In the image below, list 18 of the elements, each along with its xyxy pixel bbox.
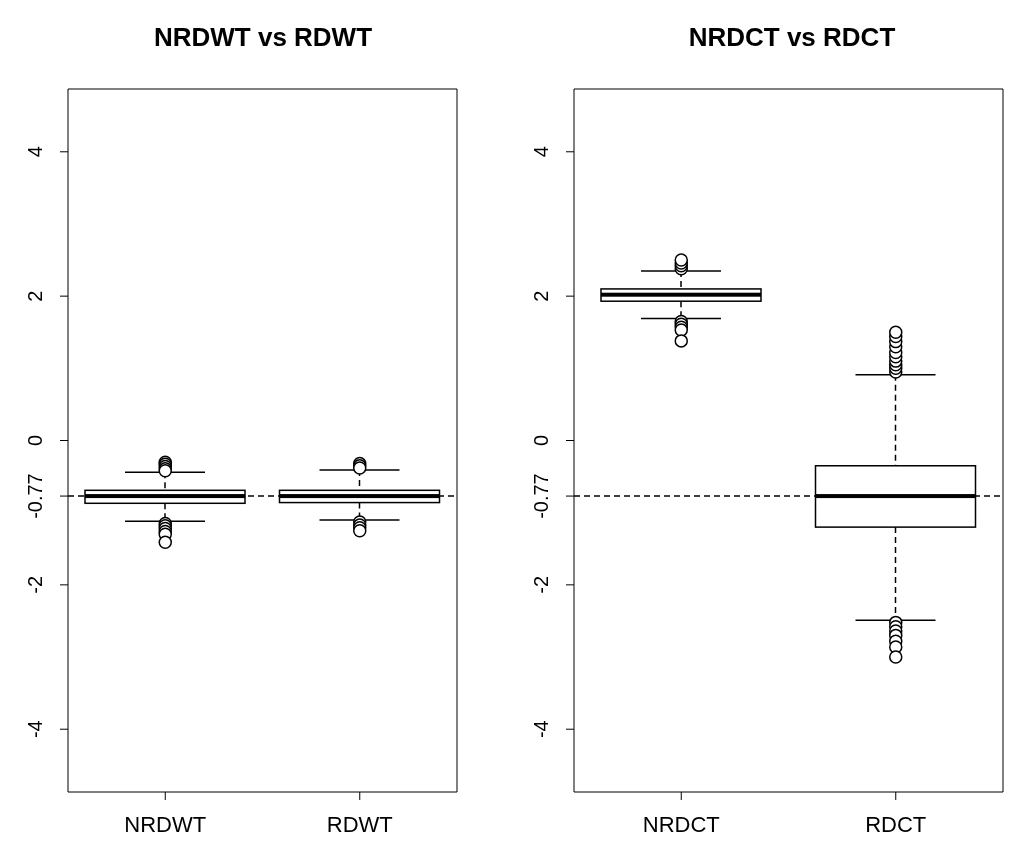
y-tick-label: -4 <box>530 720 552 739</box>
y-tick-label: -0.77 <box>530 473 552 519</box>
y-tick-label: -2 <box>24 575 46 594</box>
x-tick-label: RDWT <box>326 811 393 837</box>
chart-title: NRDCT vs RDCT <box>687 22 897 53</box>
x-tick-label: NRDCT <box>642 811 720 837</box>
y-tick-label: 2 <box>24 290 46 302</box>
y-tick-label: -2 <box>530 575 552 594</box>
y-tick-label: 0 <box>24 434 46 447</box>
y-tick-label: 2 <box>530 290 552 302</box>
y-tick-label: 0 <box>530 434 552 447</box>
x-tick-label: NRDWT <box>124 811 207 837</box>
y-tick-label: -0.77 <box>24 473 46 519</box>
y-tick-label: 4 <box>530 146 552 158</box>
x-tick-label: RDCT <box>865 811 927 837</box>
y-tick-label: -4 <box>24 720 46 739</box>
y-tick-label: 4 <box>24 146 46 158</box>
chart-title: NRDWT vs RDWT <box>152 22 374 53</box>
